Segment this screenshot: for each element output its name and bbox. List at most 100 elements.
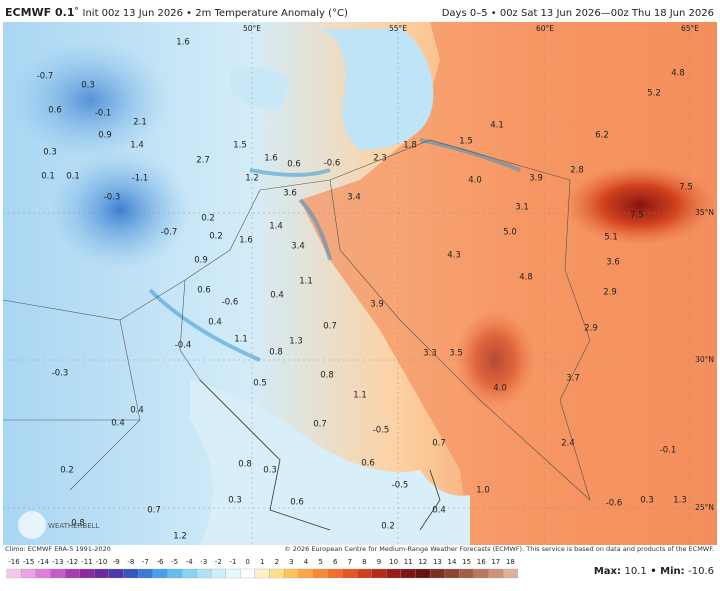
logo-text: WEATHERBELL: [48, 522, 100, 530]
colorbar-swatch: [21, 568, 37, 579]
title: Init 00z 13 Jun 2026 • 2m Temperature An…: [83, 8, 348, 19]
colorbar-label: -16: [8, 558, 20, 566]
colorbar-label: 2: [275, 558, 279, 566]
max: 10.1: [625, 566, 647, 577]
sep: •: [650, 566, 656, 577]
colorbar-swatch: [298, 568, 314, 579]
anomaly-label: 5.1: [604, 233, 618, 243]
anomaly-label: 0.3: [228, 496, 242, 506]
anomaly-label: 1.6: [176, 38, 190, 48]
degree: °: [75, 6, 79, 15]
anomaly-label: 0.4: [208, 318, 222, 328]
anomaly-label: 1.3: [673, 496, 687, 506]
anomaly-label: 3.4: [291, 242, 305, 252]
anomaly-label: 5.2: [647, 89, 661, 99]
anomaly-label: 4.1: [490, 121, 504, 131]
colorbar-swatch: [210, 568, 226, 579]
anomaly-label: -0.1: [95, 109, 112, 119]
anomaly-label: -0.4: [175, 341, 192, 351]
colorbar-swatch: [356, 568, 372, 579]
anomaly-label: 0.4: [270, 291, 284, 301]
anomaly-label: 5.0: [503, 228, 517, 238]
colorbar-swatch: [181, 568, 197, 579]
anomaly-label: 0.2: [201, 214, 215, 224]
colorbar-swatch: [488, 568, 504, 579]
colorbar-label: -2: [215, 558, 222, 566]
colorbar-swatch: [167, 568, 183, 579]
colorbar-label: -14: [37, 558, 49, 566]
colorbar-swatch: [444, 568, 460, 579]
anomaly-label: 0.6: [361, 459, 375, 469]
anomaly-label: 2.4: [561, 439, 575, 449]
borders: [2, 139, 591, 501]
caspian-sea: [320, 28, 434, 150]
anomaly-label: 1.5: [233, 141, 247, 151]
period: Days 0–5 • 00z Sat 13 Jun 2026—00z Thu 1…: [442, 8, 714, 19]
sea: [230, 66, 290, 110]
anomaly-label: 2.9: [584, 324, 598, 334]
anomaly-label: 0.6: [290, 498, 304, 508]
colorbar-label: 12: [418, 558, 427, 566]
anomaly-label: -0.3: [52, 369, 69, 379]
anomaly-label: 1.3: [289, 337, 303, 347]
anomaly-label: 0.2: [381, 522, 395, 532]
anomaly-label: 3.7: [566, 374, 580, 384]
anomaly-label: 3.3: [423, 349, 437, 359]
anomaly-label: -0.7: [161, 228, 178, 238]
anomaly-label: 1.6: [264, 154, 278, 164]
colorbar-label: 16: [477, 558, 486, 566]
colorbar-label: 9: [377, 558, 381, 566]
copyright: © 2026 European Centre for Medium-Range …: [284, 545, 714, 553]
lat-label: 25°N: [695, 503, 714, 512]
climo: Climo: ECMWF ERA-5 1991-2020: [5, 545, 111, 553]
anomaly-label: 1.4: [269, 222, 283, 232]
map-area: 50°E 55°E 60°E 65°E 35°N 30°N 25°N -0.7 0.6 0.3 0…: [2, 22, 717, 545]
hot-core: [565, 165, 715, 245]
lat-label: 30°N: [695, 355, 714, 364]
colorbar-swatch: [371, 568, 387, 579]
model: ECMWF 0.1: [5, 6, 75, 19]
colorbar-label: -4: [186, 558, 194, 566]
anomaly-label: 0.7: [313, 420, 327, 430]
anomaly-label: 0.3: [640, 496, 654, 506]
colorbar-label: -13: [52, 558, 63, 566]
anomaly-label: 4.0: [468, 176, 482, 186]
anomaly-label: 1.2: [173, 532, 187, 542]
anomaly-label: 0.3: [81, 81, 95, 91]
lon-label: 50°E: [243, 24, 261, 33]
anomaly-label: -0.1: [660, 446, 677, 456]
colorbar-label: -9: [113, 558, 120, 566]
colorbar-swatch: [35, 568, 51, 579]
anomaly-label: 1.2: [245, 174, 259, 184]
colorbar-swatch: [152, 568, 168, 579]
anomaly-label: 0.8: [320, 371, 334, 381]
colorbar-swatch: [79, 568, 95, 579]
anomaly-label: 1.1: [299, 277, 313, 287]
anomaly-label: 3.6: [606, 258, 620, 268]
colorbar-label: 17: [491, 558, 500, 566]
anomaly-label: 0.8: [71, 519, 85, 529]
colorbar-label: 5: [318, 558, 322, 566]
colorbar-label: 1: [260, 558, 264, 566]
anomaly-label: 3.4: [347, 193, 361, 203]
colorbar-swatch: [400, 568, 416, 579]
anomaly-label: 1.0: [476, 486, 490, 496]
anomaly-label: 1.1: [234, 335, 248, 345]
anomaly-label: -0.5: [373, 426, 390, 436]
colorbar-label: -12: [67, 558, 78, 566]
colorbar-swatch: [50, 568, 66, 579]
anomaly-label: -0.7: [37, 72, 54, 82]
anomaly-label: 1.1: [353, 391, 367, 401]
anomaly-label: 3.9: [370, 300, 384, 310]
anomaly-label: 0.7: [323, 322, 337, 332]
max-min: Max: 10.1 • Min: -10.6: [594, 566, 714, 577]
colorbar-swatch: [94, 568, 110, 579]
colorbar-swatch: [473, 568, 489, 579]
colorbar-swatch: [313, 568, 329, 579]
anomaly-label: 0.6: [287, 160, 301, 170]
colorbar-swatch: [342, 568, 358, 579]
colorbar-label: 3: [289, 558, 293, 566]
anomaly-label: 1.5: [459, 137, 473, 147]
logo: WEATHERBELL: [18, 511, 100, 539]
